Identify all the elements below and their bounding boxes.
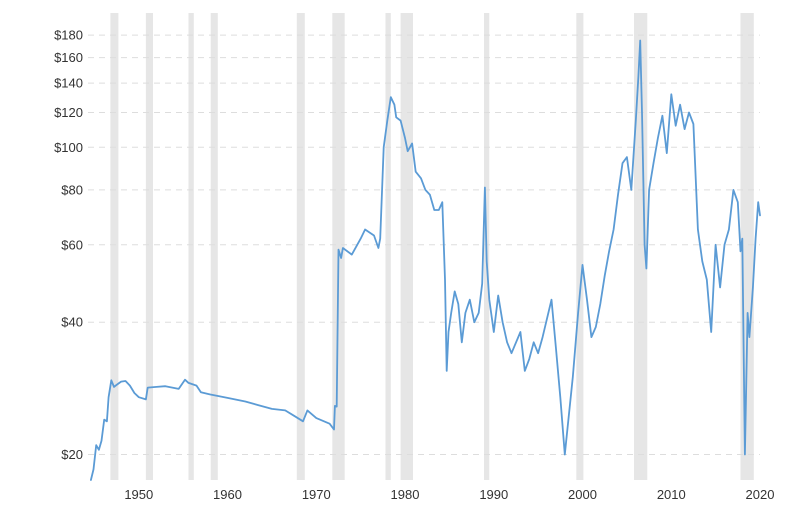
x-tick-label: 1960	[213, 487, 242, 502]
recession-band-1	[145, 13, 153, 480]
y-tick-label: $160	[54, 50, 83, 65]
y-tick-label: $180	[54, 28, 83, 43]
recession-band-3	[210, 13, 218, 480]
recession-band-9	[576, 13, 584, 480]
y-tick-label: $80	[61, 182, 83, 197]
y-axis-tick-labels: $20 $40 $60 $80 $100 $120 $140 $160 $180	[54, 28, 83, 462]
recession-band-5	[332, 13, 345, 480]
recession-band-4	[296, 13, 305, 480]
x-tick-label: 1980	[391, 487, 420, 502]
y-tick-label: $60	[61, 237, 83, 252]
y-gridlines	[88, 34, 760, 455]
price-series	[90, 39, 761, 481]
recession-band-10	[634, 13, 648, 480]
recession-band-0	[110, 13, 119, 480]
x-tick-label: 2010	[657, 487, 686, 502]
x-tick-label: 2000	[568, 487, 597, 502]
y-tick-label: $100	[54, 140, 83, 155]
recession-band-2	[188, 13, 194, 480]
recession-band-6	[385, 13, 391, 480]
x-tick-label: 1970	[302, 487, 331, 502]
x-tick-label: 1950	[124, 487, 153, 502]
y-tick-label: $20	[61, 447, 83, 462]
x-tick-label: 1990	[479, 487, 508, 502]
y-tick-label: $140	[54, 76, 83, 91]
x-axis-tick-labels: 1950 1960 1970 1980 1990 2000 2010 2020	[124, 487, 774, 502]
y-tick-label: $40	[61, 315, 83, 330]
x-tick-label: 2020	[746, 487, 775, 502]
series-line-0	[90, 39, 761, 481]
y-tick-label: $120	[54, 105, 83, 120]
